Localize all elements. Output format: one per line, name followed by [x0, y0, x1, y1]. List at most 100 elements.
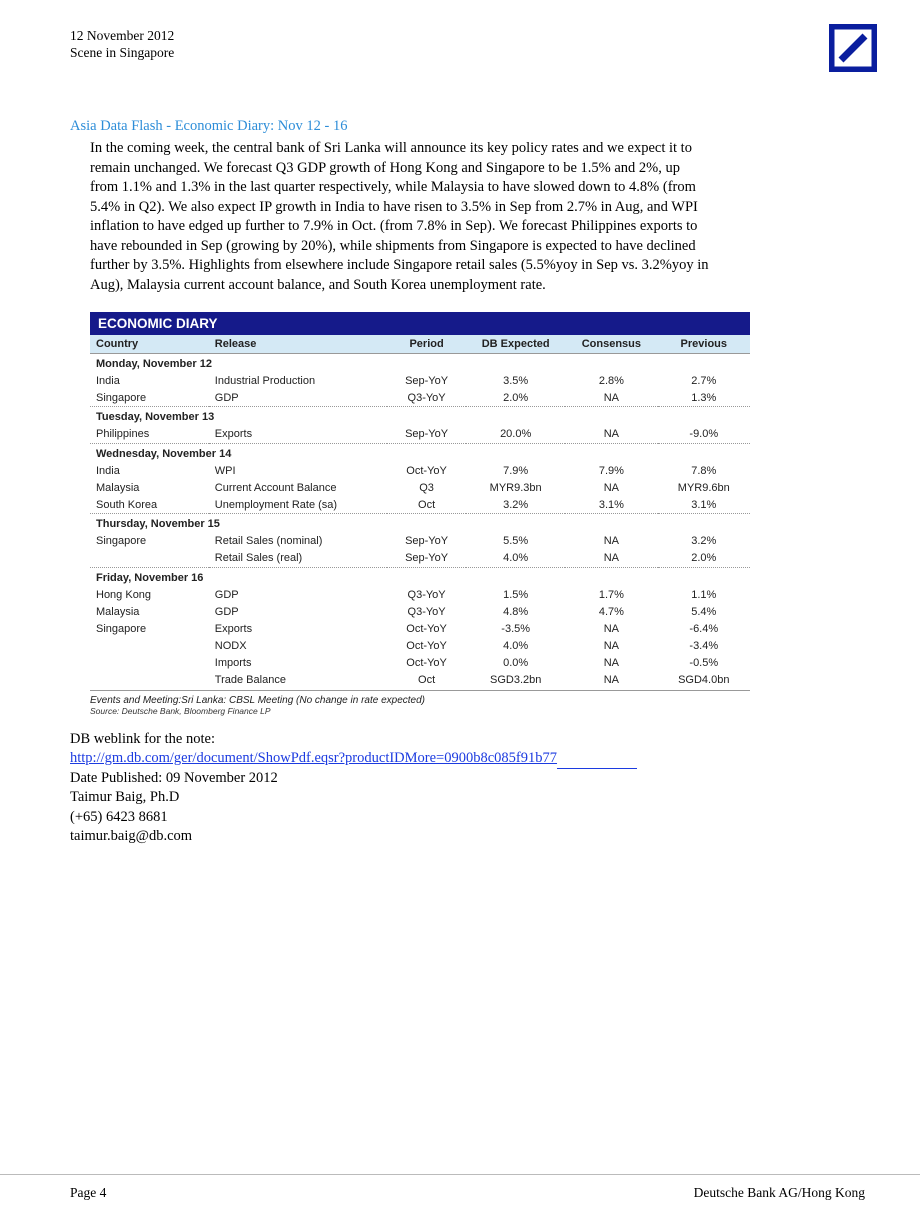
header-subtitle: Scene in Singapore [70, 45, 865, 62]
diary-cell: 3.1% [658, 496, 750, 514]
footer-page: Page 4 [70, 1185, 106, 1201]
col-previous: Previous [658, 335, 750, 354]
diary-cell: 4.8% [466, 603, 565, 620]
diary-cell: Hong Kong [90, 586, 209, 603]
col-consensus: Consensus [565, 335, 657, 354]
diary-day-header: Friday, November 16 [90, 567, 750, 586]
diary-day-header: Thursday, November 15 [90, 514, 750, 533]
diary-cell: 2.7% [658, 372, 750, 389]
diary-cell: 0.0% [466, 654, 565, 671]
col-country: Country [90, 335, 209, 354]
diary-cell: Oct-YoY [387, 637, 466, 654]
diary-cell: Oct-YoY [387, 462, 466, 479]
diary-cell: Singapore [90, 620, 209, 637]
diary-cell: NA [565, 620, 657, 637]
diary-cell: 2.8% [565, 372, 657, 389]
diary-cell: -3.5% [466, 620, 565, 637]
diary-source: Source: Deutsche Bank, Bloomberg Finance… [90, 706, 865, 716]
section-body: In the coming week, the central bank of … [90, 139, 710, 296]
weblink-intro: DB weblink for the note: [70, 730, 865, 750]
diary-cell: -9.0% [658, 426, 750, 444]
diary-cell: Retail Sales (real) [209, 550, 387, 568]
diary-cell: India [90, 462, 209, 479]
diary-cell: NODX [209, 637, 387, 654]
author-email: taimur.baig@db.com [70, 827, 865, 847]
diary-cell: 5.5% [466, 533, 565, 550]
diary-day-header: Wednesday, November 14 [90, 443, 750, 462]
diary-cell: Q3-YoY [387, 603, 466, 620]
diary-cell: 3.2% [658, 533, 750, 550]
diary-cell: SGD4.0bn [658, 671, 750, 690]
diary-cell: 1.5% [466, 586, 565, 603]
diary-cell: NA [565, 654, 657, 671]
diary-cell [90, 550, 209, 568]
diary-cell [90, 637, 209, 654]
diary-cell: NA [565, 533, 657, 550]
col-release: Release [209, 335, 387, 354]
weblink-url[interactable]: http://gm.db.com/ger/document/ShowPdf.eq… [70, 750, 557, 766]
diary-cell: 4.0% [466, 637, 565, 654]
diary-cell: GDP [209, 586, 387, 603]
diary-cell: MYR9.3bn [466, 479, 565, 496]
diary-cell: Trade Balance [209, 671, 387, 690]
diary-cell: 7.8% [658, 462, 750, 479]
author-phone: (+65) 6423 8681 [70, 808, 865, 828]
diary-cell: Exports [209, 620, 387, 637]
diary-cell: Oct [387, 671, 466, 690]
diary-cell: 7.9% [466, 462, 565, 479]
diary-cell: Q3-YoY [387, 389, 466, 407]
diary-cell: Q3-YoY [387, 586, 466, 603]
diary-cell: WPI [209, 462, 387, 479]
diary-title: ECONOMIC DIARY [90, 312, 750, 335]
date-published: Date Published: 09 November 2012 [70, 769, 865, 789]
diary-cell: Sep-YoY [387, 372, 466, 389]
diary-cell: Imports [209, 654, 387, 671]
diary-cell: Exports [209, 426, 387, 444]
diary-cell: 5.4% [658, 603, 750, 620]
diary-cell: Sep-YoY [387, 426, 466, 444]
diary-day-header: Tuesday, November 13 [90, 407, 750, 426]
diary-cell: -6.4% [658, 620, 750, 637]
deutsche-bank-logo-icon [829, 24, 877, 72]
diary-cell: Unemployment Rate (sa) [209, 496, 387, 514]
diary-cell: 1.1% [658, 586, 750, 603]
diary-cell: NA [565, 389, 657, 407]
diary-cell: 4.7% [565, 603, 657, 620]
diary-cell: 1.3% [658, 389, 750, 407]
diary-cell: 3.5% [466, 372, 565, 389]
diary-cell: 4.0% [466, 550, 565, 568]
diary-cell: MYR9.6bn [658, 479, 750, 496]
diary-cell: Singapore [90, 389, 209, 407]
diary-cell: 2.0% [466, 389, 565, 407]
diary-cell: 1.7% [565, 586, 657, 603]
diary-footnote: Events and Meeting:Sri Lanka: CBSL Meeti… [90, 695, 865, 706]
author-name: Taimur Baig, Ph.D [70, 788, 865, 808]
diary-cell: India [90, 372, 209, 389]
diary-cell: NA [565, 426, 657, 444]
col-period: Period [387, 335, 466, 354]
diary-cell: NA [565, 671, 657, 690]
diary-cell: Malaysia [90, 603, 209, 620]
diary-cell: Sep-YoY [387, 550, 466, 568]
col-dbexpected: DB Expected [466, 335, 565, 354]
diary-cell: Singapore [90, 533, 209, 550]
diary-cell: South Korea [90, 496, 209, 514]
diary-cell: NA [565, 637, 657, 654]
diary-cell: Industrial Production [209, 372, 387, 389]
diary-cell [90, 654, 209, 671]
diary-cell: -3.4% [658, 637, 750, 654]
diary-cell [90, 671, 209, 690]
diary-cell: GDP [209, 603, 387, 620]
diary-day-header: Monday, November 12 [90, 353, 750, 372]
section-title: Asia Data Flash - Economic Diary: Nov 12… [70, 118, 865, 135]
diary-cell: Philippines [90, 426, 209, 444]
diary-cell: Retail Sales (nominal) [209, 533, 387, 550]
diary-cell: NA [565, 550, 657, 568]
diary-cell: Oct-YoY [387, 654, 466, 671]
diary-cell: -0.5% [658, 654, 750, 671]
diary-cell: 20.0% [466, 426, 565, 444]
diary-cell: 3.2% [466, 496, 565, 514]
header-date: 12 November 2012 [70, 28, 865, 45]
diary-cell: Current Account Balance [209, 479, 387, 496]
diary-cell: Oct [387, 496, 466, 514]
